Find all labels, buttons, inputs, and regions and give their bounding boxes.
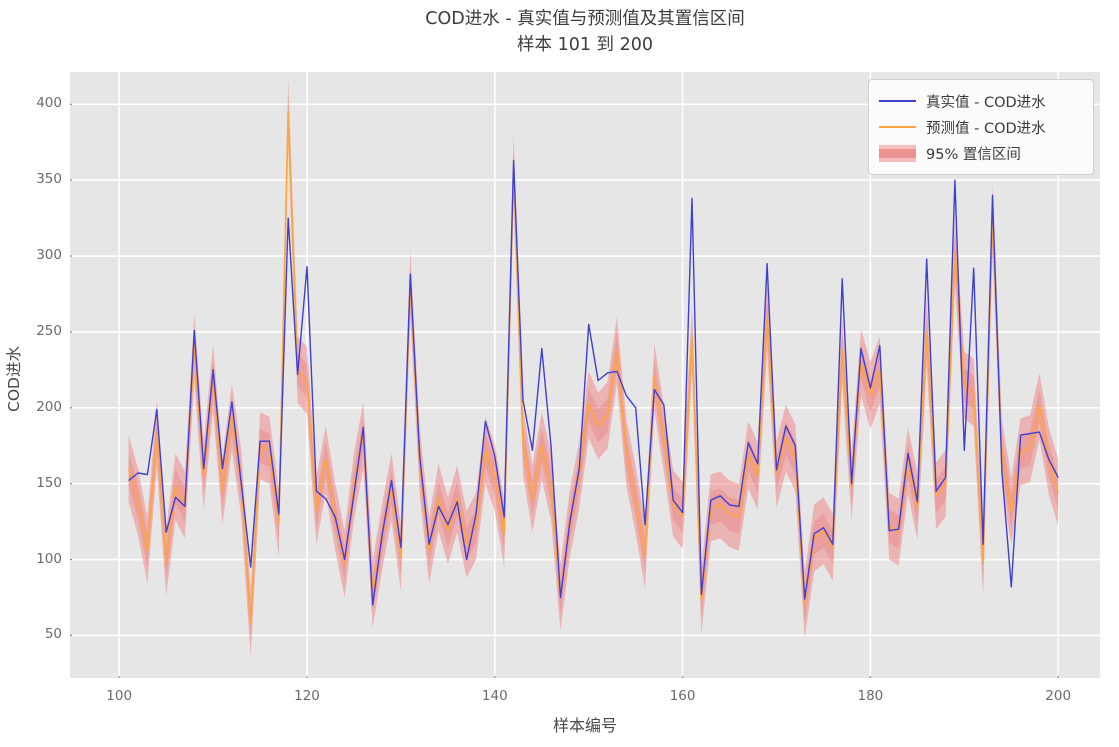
y-axis-label: COD进水 [5, 346, 23, 412]
y-tick-label: 300 [36, 247, 62, 264]
legend-label-predicted: 预测值 - COD进水 [926, 120, 1046, 137]
legend-label-ci: 95% 置信区间 [926, 146, 1021, 163]
y-tick-label: 350 [36, 171, 62, 188]
legend-item-ci: 95% 置信区间 [879, 140, 1083, 166]
x-tick-label: 160 [669, 688, 696, 704]
x-tick-label: 200 [1045, 688, 1072, 704]
legend-item-true: 真实值 - COD进水 [879, 88, 1083, 114]
y-tick-label: 400 [36, 95, 62, 112]
chart-title: COD进水 - 真实值与预测值及其置信区间 样本 101 到 200 [70, 6, 1100, 58]
y-tick-label: 250 [36, 322, 62, 339]
x-tick-label: 180 [857, 688, 884, 704]
plot-canvas [70, 72, 1100, 678]
ci-band-inner [128, 95, 1059, 640]
y-tick-label: 150 [36, 474, 62, 491]
y-tick-label: 50 [44, 626, 62, 643]
ci-band [128, 78, 1059, 657]
true-line [128, 159, 1059, 606]
predicted-line [127, 111, 1060, 625]
x-tick-label: 120 [294, 688, 320, 704]
chart-title-line2: 样本 101 到 200 [517, 35, 653, 55]
predicted-line-swatch [879, 126, 916, 128]
true-line-swatch [879, 100, 916, 102]
x-tick-label: 100 [106, 688, 133, 704]
ci-band-swatch [879, 144, 916, 162]
legend-label-true: 真实值 - COD进水 [926, 94, 1046, 111]
x-tick-label: 140 [481, 688, 508, 704]
x-axis-label: 样本编号 [552, 716, 617, 735]
chart-title-line1: COD进水 - 真实值与预测值及其置信区间 [425, 9, 745, 29]
y-tick-label: 100 [36, 550, 62, 567]
legend: 真实值 - COD进水 预测值 - COD进水 95% 置信区间 [868, 79, 1094, 175]
legend-item-predicted: 预测值 - COD进水 [879, 114, 1083, 140]
y-tick-label: 200 [36, 398, 62, 415]
